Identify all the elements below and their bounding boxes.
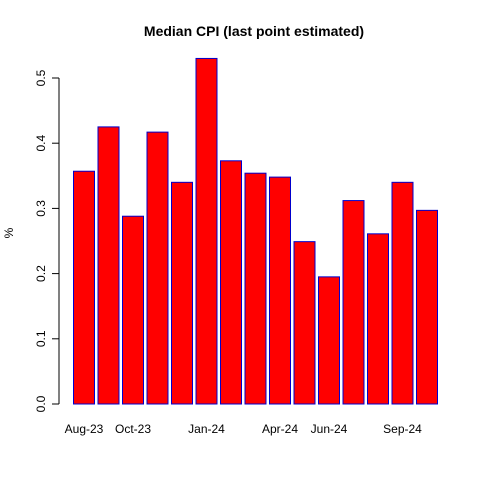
y-ticks: 0.0 0.1 0.2 0.3 0.4 0.5 xyxy=(34,69,59,412)
bar-Aug-24 xyxy=(367,233,389,405)
bar-Mar-24 xyxy=(244,172,267,405)
x-tick-label: Apr-24 xyxy=(262,422,298,436)
bar-Oct-23 xyxy=(122,215,144,405)
x-tick-labels: Aug-23 Oct-23 Jan-24 Apr-24 Jun-24 Sep-24 xyxy=(65,422,423,436)
y-tick-label: 0.1 xyxy=(34,330,48,347)
x-tick-label: Oct-23 xyxy=(115,422,151,436)
bars xyxy=(73,57,438,405)
y-tick-label: 0.5 xyxy=(34,69,48,86)
chart-title: Median CPI (last point estimated) xyxy=(144,23,364,39)
x-tick-label: Aug-23 xyxy=(65,422,104,436)
y-tick-label: 0.3 xyxy=(34,200,48,217)
bar-Oct-24 xyxy=(416,209,438,405)
bar-Jul-24 xyxy=(342,200,365,405)
bar-Sep-24 xyxy=(391,181,414,405)
y-axis-label: % xyxy=(2,227,16,238)
bar-Apr-24 xyxy=(269,176,291,405)
y-tick-label: 0.2 xyxy=(34,265,48,282)
y-tick-label: 0.0 xyxy=(34,395,48,412)
x-tick-label: Jun-24 xyxy=(311,422,348,436)
x-tick-label: Sep-24 xyxy=(383,422,422,436)
bar-Sep-23 xyxy=(97,126,120,405)
y-tick-label: 0.4 xyxy=(34,135,48,152)
bar-Aug-23 xyxy=(73,170,95,405)
bar-Jan-24 xyxy=(195,57,218,405)
bar-Dec-23 xyxy=(171,181,193,405)
bar-Jun-24 xyxy=(318,276,340,405)
bar-May-24 xyxy=(293,241,316,405)
bar-Feb-24 xyxy=(220,160,242,405)
x-tick-label: Jan-24 xyxy=(188,422,225,436)
bar-Nov-23 xyxy=(146,131,169,405)
